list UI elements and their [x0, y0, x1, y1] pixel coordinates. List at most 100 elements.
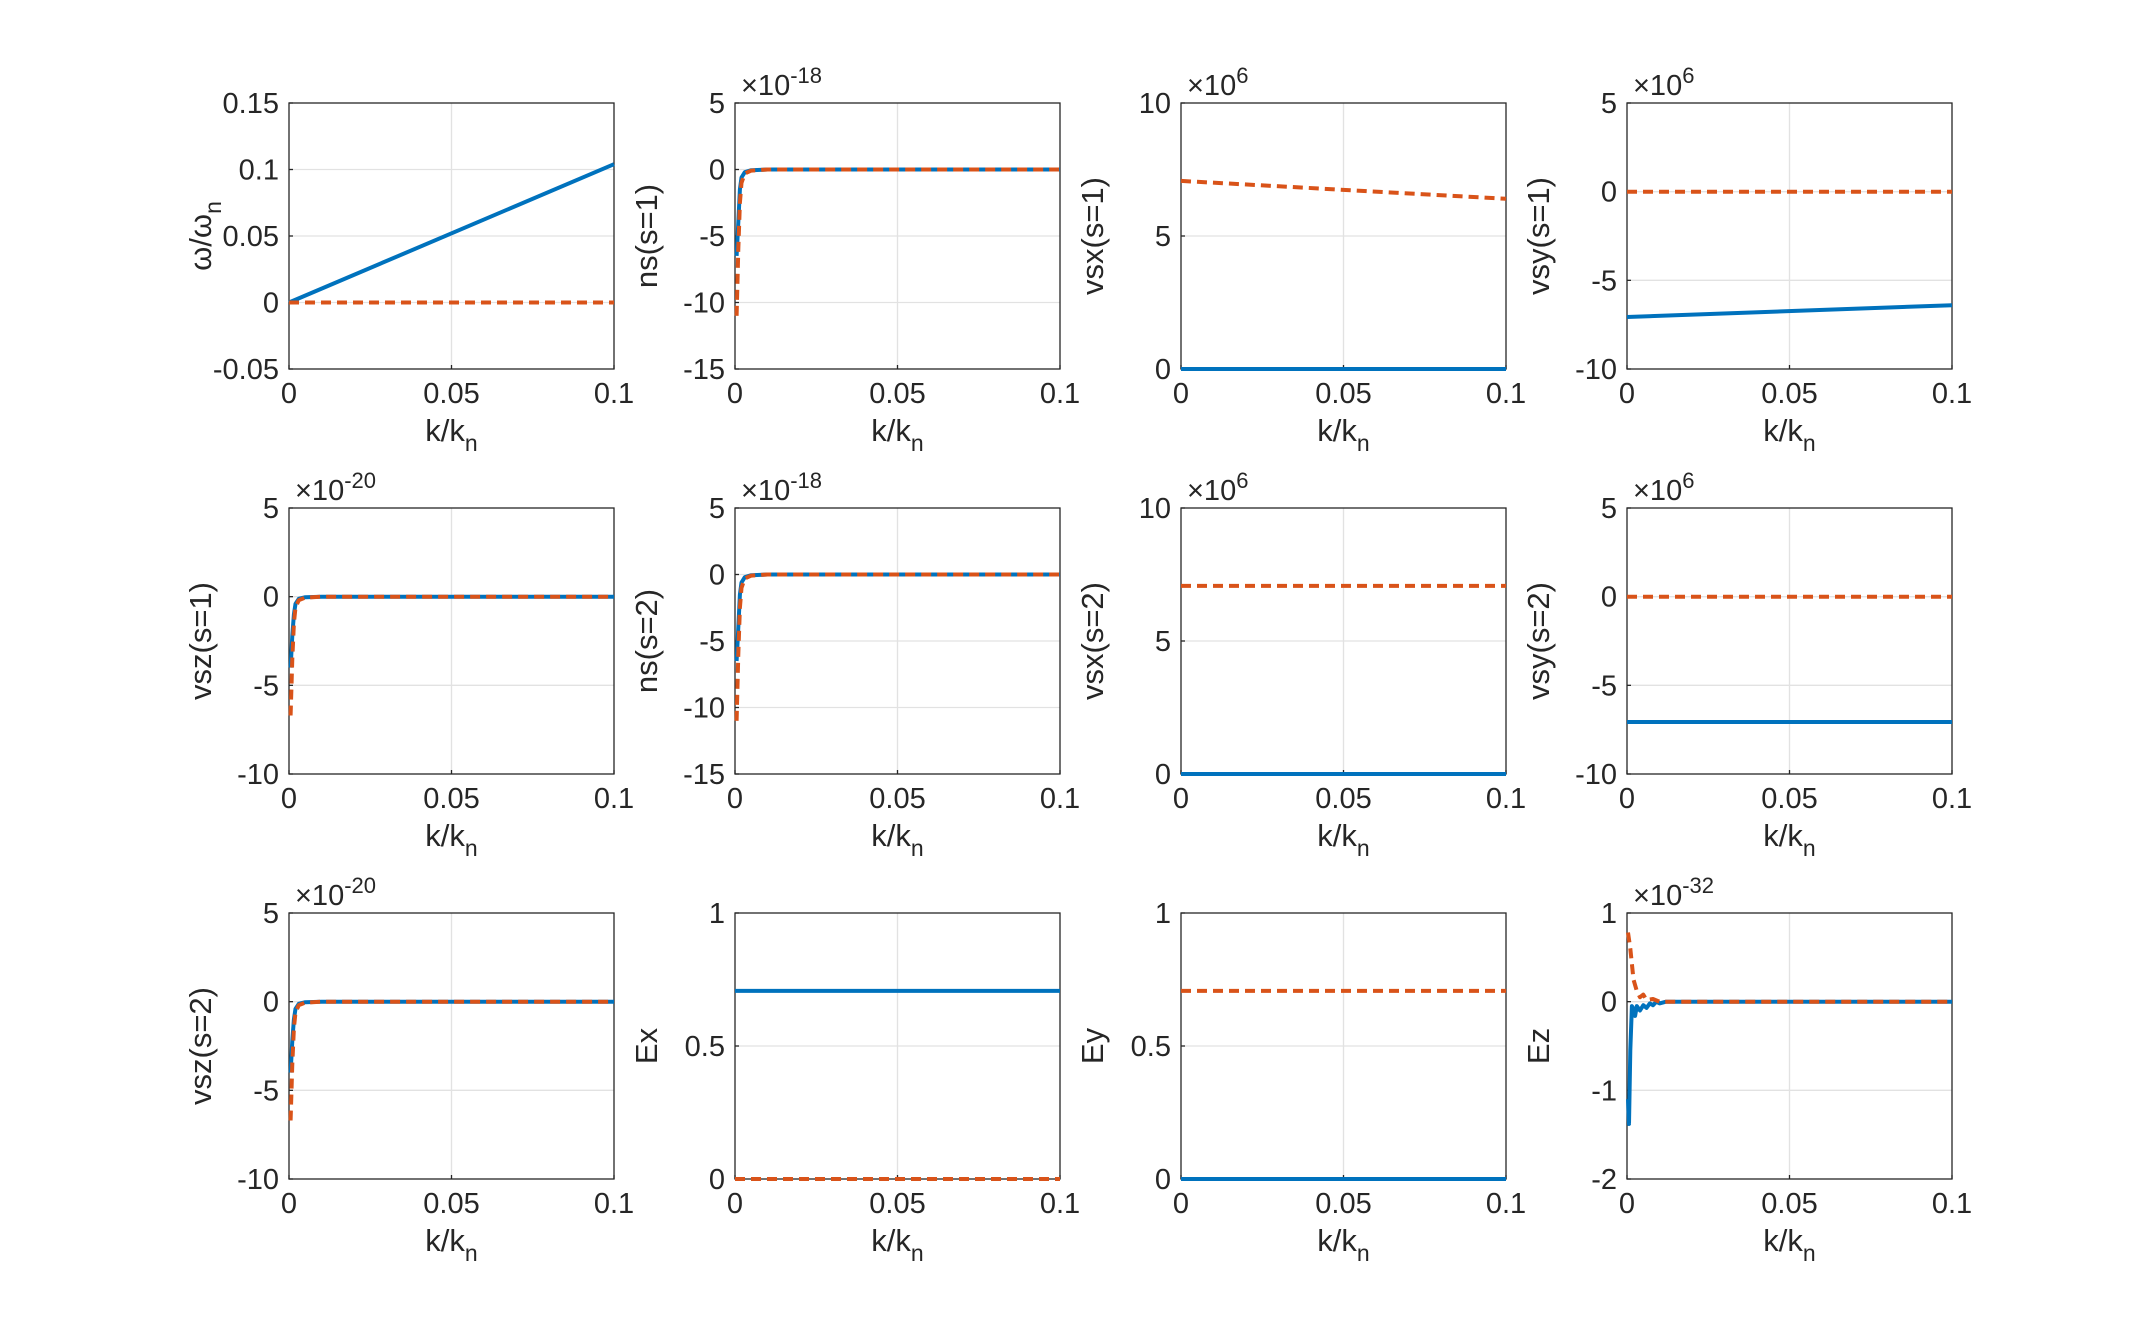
subplot-11: 0 0.05 0.1 0 0.5 1 k/kn Ey	[1075, 898, 1526, 1266]
y-tick-label: 5	[1155, 626, 1171, 658]
x-tick-label: 0.1	[1932, 1188, 1972, 1220]
subplot-12: 0 0.05 0.1 -2 -1 0 1 ×10-32 k/kn Ez	[1521, 873, 1972, 1266]
y-tick-label: 0	[709, 1164, 725, 1196]
y-tick-label: -5	[253, 670, 279, 702]
series-line-1	[288, 594, 614, 668]
x-tick-label: 0.1	[594, 378, 634, 410]
y-axis-label: Ey	[1075, 1027, 1110, 1064]
y-tick-label: 0.5	[1131, 1031, 1171, 1063]
x-axis-label: k/kn	[425, 1223, 477, 1266]
x-tick-label: 0.05	[869, 783, 925, 815]
y-axis-label: vsz(s=1)	[183, 582, 218, 700]
x-tick-label: 0.05	[1315, 783, 1371, 815]
y-axis-label: ns(s=1)	[629, 184, 664, 288]
x-axis-label: k/kn	[1763, 1223, 1815, 1266]
y-exponent-label: ×10-20	[295, 873, 376, 912]
y-tick-label: 5	[709, 88, 725, 120]
x-tick-label: 0.05	[1315, 1188, 1371, 1220]
y-tick-label: -15	[683, 759, 725, 791]
y-axis-label: vsy(s=1)	[1521, 177, 1556, 295]
y-tick-label: 0.1	[239, 155, 279, 187]
y-tick-label: 0	[263, 987, 279, 1019]
y-exponent-label: ×106	[1187, 468, 1248, 507]
x-tick-label: 0	[1173, 378, 1189, 410]
series-line-1	[288, 999, 614, 1073]
x-tick-label: 0	[1619, 783, 1635, 815]
y-tick-label: -10	[683, 693, 725, 725]
y-tick-label: -10	[1575, 759, 1617, 791]
y-tick-label: 0.15	[223, 88, 279, 120]
subplot-9: 0 0.05 0.1 -10 -5 0 5 ×10-20 k/kn vsz(s=2)	[183, 873, 634, 1266]
y-tick-label: 0	[1155, 1164, 1171, 1196]
y-tick-label: 0	[709, 560, 725, 592]
y-tick-label: 5	[709, 493, 725, 525]
y-tick-label: 5	[1155, 221, 1171, 253]
y-axis-label: vsy(s=2)	[1521, 582, 1556, 700]
y-tick-label: 0	[1155, 354, 1171, 386]
x-tick-label: 0.05	[423, 1188, 479, 1220]
subplot-5: 0 0.05 0.1 -10 -5 0 5 ×10-20 k/kn vsz(s=1)	[183, 468, 634, 861]
x-axis-label: k/kn	[1317, 1223, 1369, 1266]
y-tick-label: -10	[1575, 354, 1617, 386]
y-axis-label: ns(s=2)	[629, 589, 664, 693]
x-tick-label: 0.1	[1932, 783, 1972, 815]
y-tick-label: 0	[1601, 177, 1617, 209]
y-axis-label: Ex	[629, 1027, 664, 1064]
series-line-2	[1626, 932, 1952, 1004]
x-tick-label: 0.1	[1040, 378, 1080, 410]
y-tick-label: 0	[709, 155, 725, 187]
y-tick-label: 5	[1601, 493, 1617, 525]
y-tick-label: -10	[237, 759, 279, 791]
x-axis-label: k/kn	[871, 818, 923, 861]
x-tick-label: 0.05	[423, 378, 479, 410]
y-tick-label: -5	[699, 221, 725, 253]
y-tick-label: -10	[237, 1164, 279, 1196]
x-tick-label: 0.1	[1932, 378, 1972, 410]
y-tick-label: -1	[1591, 1075, 1617, 1107]
subplot-10: 0 0.05 0.1 0 0.5 1 k/kn Ex	[629, 898, 1080, 1266]
y-tick-label: 5	[263, 898, 279, 930]
x-tick-label: 0.1	[1486, 783, 1526, 815]
x-tick-label: 0	[727, 378, 743, 410]
subplot-6: 0 0.05 0.1 -15 -10 -5 0 5 ×10-18 k/kn ns(s=2)	[629, 468, 1080, 861]
series-line-1	[734, 167, 1060, 257]
x-tick-label: 0.1	[594, 783, 634, 815]
y-tick-label: -15	[683, 354, 725, 386]
y-tick-label: 1	[1601, 898, 1617, 930]
y-tick-label: 10	[1139, 493, 1171, 525]
subplot-7: 0 0.05 0.1 0 5 10 ×106 k/kn vsx(s=2)	[1075, 468, 1526, 861]
x-tick-label: 0	[727, 783, 743, 815]
y-tick-label: 0	[263, 582, 279, 614]
y-axis-label: vsx(s=2)	[1075, 582, 1110, 700]
y-tick-label: 5	[263, 493, 279, 525]
subplot-4: 0 0.05 0.1 -10 -5 0 5 ×106 k/kn vsy(s=1)	[1521, 63, 1972, 456]
x-axis-label: k/kn	[871, 413, 923, 456]
subplot-8: 0 0.05 0.1 -10 -5 0 5 ×106 k/kn vsy(s=2)	[1521, 468, 1972, 861]
x-tick-label: 0	[281, 1188, 297, 1220]
series-line-1	[1626, 303, 1953, 319]
y-exponent-label: ×106	[1187, 63, 1248, 102]
x-tick-label: 0	[1173, 1188, 1189, 1220]
x-tick-label: 0.05	[869, 378, 925, 410]
y-exponent-label: ×10-18	[741, 63, 822, 102]
y-tick-label: 0	[1601, 987, 1617, 1019]
y-tick-label: -0.05	[213, 354, 279, 386]
y-exponent-label: ×106	[1633, 468, 1694, 507]
series-line-2	[734, 572, 1060, 721]
y-tick-label: 5	[1601, 88, 1617, 120]
y-exponent-label: ×10-32	[1633, 873, 1714, 912]
series-line-1	[288, 162, 615, 305]
y-tick-label: 1	[709, 898, 725, 930]
series-line-2	[288, 999, 614, 1121]
series-line-2	[288, 594, 614, 716]
y-tick-label: -5	[1591, 670, 1617, 702]
x-axis-label: k/kn	[1763, 818, 1815, 861]
x-axis-label: k/kn	[1763, 413, 1815, 456]
y-tick-label: 10	[1139, 88, 1171, 120]
x-tick-label: 0.05	[1761, 378, 1817, 410]
y-axis-label: vsx(s=1)	[1075, 177, 1110, 295]
y-axis-label: vsz(s=2)	[183, 987, 218, 1105]
x-axis-label: k/kn	[1317, 413, 1369, 456]
x-tick-label: 0	[1619, 378, 1635, 410]
